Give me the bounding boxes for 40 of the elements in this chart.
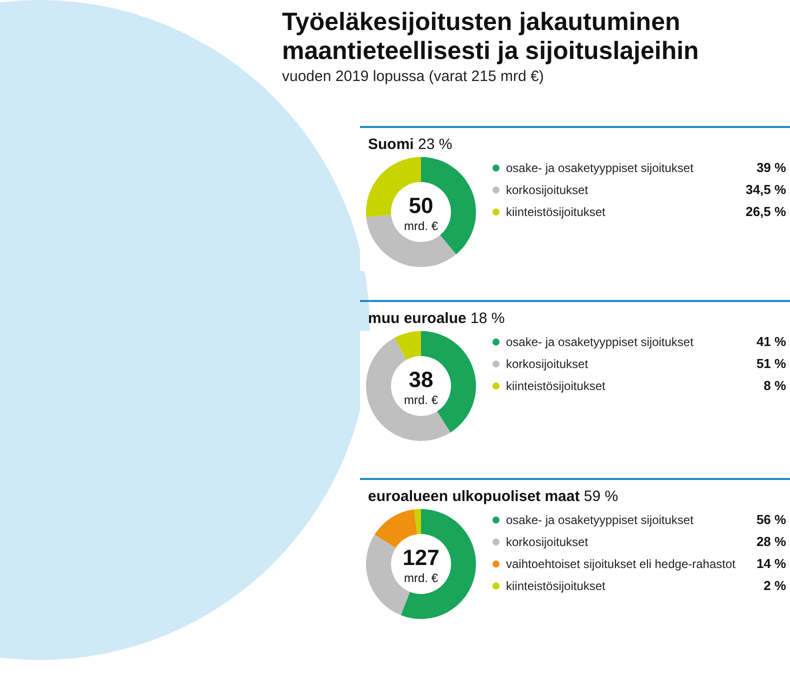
data-label: 8 % — [764, 378, 787, 393]
donut-slice — [374, 509, 418, 548]
donut-slice — [366, 338, 450, 441]
text: mrd. € — [404, 393, 438, 407]
text: 38 — [408, 367, 434, 392]
chart-subtitle: 59 % — [584, 488, 618, 505]
text: 127 — [402, 545, 440, 570]
chart-subtitle: 18 % — [470, 310, 505, 327]
data-label: 2 % — [764, 578, 787, 593]
text: vuoden 2019 lopussa (varat 215 mrd €) — [282, 68, 545, 85]
legend-label: kiinteistösijoitukset — [506, 205, 606, 219]
donut-slice — [394, 331, 421, 360]
legend-label: kiinteistösijoitukset — [506, 579, 606, 593]
donut-slice — [414, 509, 421, 534]
data-label: 41 % — [756, 334, 787, 349]
text: mrd. € — [404, 219, 438, 233]
legend-label: korkosijoitukset — [506, 183, 589, 197]
data-label: 28 % — [756, 534, 787, 549]
data-label: 39 % — [756, 160, 787, 175]
chart-title: euroalueen ulkopuoliset maat — [368, 488, 580, 505]
legend-label: kiinteistösijoitukset — [506, 379, 606, 393]
data-label: 56 % — [756, 512, 787, 527]
donut-slice — [400, 509, 476, 619]
data-label: 14 % — [756, 556, 787, 571]
legend-label: vaihtoehtoiset sijoitukset eli hedge-rahastot — [506, 557, 736, 571]
legend-label: korkosijoitukset — [506, 535, 589, 549]
chart-title: Suomi — [368, 136, 414, 153]
legend-label: osake- ja osaketyyppiset sijoitukset — [506, 513, 694, 527]
donut-slice — [366, 214, 456, 267]
data-label: 26,5 % — [746, 204, 787, 219]
text: Työeläkesijoitusten jakautuminen maantieteellisesti ja sijoituslajeihin — [282, 8, 700, 66]
chart-subtitle: 23 % — [418, 136, 452, 153]
data-label: 34,5 % — [746, 182, 787, 197]
text: 50 — [408, 193, 434, 218]
data-label: 51 % — [756, 356, 787, 371]
legend-label: osake- ja osaketyyppiset sijoitukset — [506, 161, 694, 175]
text: mrd. € — [404, 571, 438, 585]
legend-label: korkosijoitukset — [506, 357, 589, 371]
legend-label: osake- ja osaketyyppiset sijoitukset — [506, 335, 694, 349]
chart-title: muu euroalue — [368, 310, 466, 327]
